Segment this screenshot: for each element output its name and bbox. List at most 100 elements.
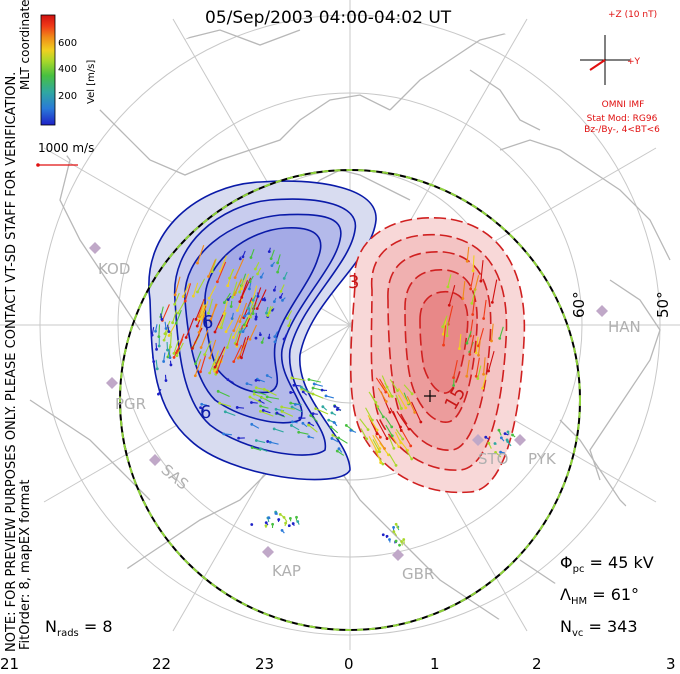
velocity-vector-origin <box>401 437 405 441</box>
velocity-vector-origin <box>152 360 156 364</box>
velocity-vector <box>483 299 487 319</box>
velocity-vector-origin <box>264 521 268 525</box>
velocity-vector <box>168 349 171 358</box>
velocity-vector <box>202 301 209 318</box>
velocity-vector-origin <box>240 287 244 291</box>
velocity-vector <box>184 283 192 302</box>
velocity-vector <box>174 292 180 305</box>
velocity-vector-origin <box>274 407 278 411</box>
velocity-vector <box>291 406 303 413</box>
velocity-vector <box>199 353 207 372</box>
velocity-vector-origin <box>406 401 410 405</box>
velocity-vector-origin <box>465 341 469 345</box>
preview-note: NOTE: FOR PREVIEW PURPOSES ONLY. PLEASE … <box>4 71 19 652</box>
velocity-vector-origin <box>385 437 389 440</box>
velocity-vector <box>249 324 257 340</box>
velocity-vector <box>182 282 190 297</box>
velocity-vector <box>195 351 202 365</box>
velocity-vector <box>236 325 244 345</box>
velocity-vector-origin <box>413 410 417 414</box>
velocity-vector-origin <box>273 335 277 339</box>
radar-markers <box>89 242 608 561</box>
velocity-vector-origin <box>498 336 502 340</box>
velocity-vector-origin <box>254 317 258 321</box>
velocity-vector-origin <box>245 382 249 386</box>
velocity-vector <box>239 280 248 302</box>
velocity-vector <box>377 387 387 402</box>
velocity-vector-origin <box>237 436 241 440</box>
velocity-vector-origin <box>479 279 483 283</box>
velocity-vector <box>248 301 255 314</box>
velocity-vector-origin <box>243 314 247 318</box>
velocity-vector-origin <box>252 392 256 396</box>
velocity-vector-origin <box>252 389 256 393</box>
velocity-vector-origin <box>277 518 281 521</box>
velocity-vector <box>490 323 494 342</box>
velocity-vector-origin <box>312 382 316 386</box>
velocity-vector-origin <box>276 261 280 265</box>
velocity-vector <box>200 304 206 320</box>
velocity-vector-origin <box>320 388 324 392</box>
velocity-vector <box>403 384 413 395</box>
dusk-cell-negative <box>148 180 377 481</box>
velocity-vector-origin <box>392 530 396 533</box>
velocity-vector-origin <box>217 325 221 329</box>
velocity-vector-origin <box>258 333 262 337</box>
velocity-vector-origin <box>291 420 294 424</box>
velocity-vector <box>458 334 462 349</box>
velocity-vector <box>270 441 279 445</box>
velocity-vector <box>239 302 248 322</box>
velocity-vector-origin <box>385 534 389 538</box>
velocity-vector-origin <box>274 512 278 515</box>
velocity-vector <box>161 304 170 321</box>
velocity-vector-origin <box>490 339 493 343</box>
velocity-vector-origin <box>441 325 445 329</box>
velocity-vector <box>260 410 274 417</box>
velocity-vector-origin <box>390 434 394 438</box>
velocity-vector <box>443 325 447 346</box>
velocity-vector <box>374 446 382 463</box>
velocity-vector <box>301 386 310 393</box>
velocity-vector <box>256 387 269 392</box>
velocity-vector <box>385 424 393 437</box>
velocity-vector-origin <box>388 410 392 414</box>
velocity-vector-origin <box>208 371 212 375</box>
velocity-vector <box>243 317 249 326</box>
velocity-vector <box>164 320 171 334</box>
velocity-vector-origin <box>173 293 177 297</box>
velocity-vector-origin <box>381 462 385 466</box>
velocity-vector-origin <box>251 298 255 302</box>
velocity-vector-origin <box>247 311 251 315</box>
velocity-vector-origin <box>250 446 254 450</box>
velocity-vector <box>233 279 243 295</box>
velocity-vector-origin <box>157 392 160 396</box>
velocity-vector-origin <box>285 316 289 320</box>
velocity-vector-origin <box>195 324 199 328</box>
velocity-vector <box>250 249 255 258</box>
velocity-vector <box>291 377 306 381</box>
velocity-vector-origin <box>499 450 502 454</box>
velocity-vector-origin <box>259 409 262 413</box>
velocity-vector-origin <box>284 521 288 525</box>
velocity-vector-origin <box>191 346 194 350</box>
velocity-vector <box>214 346 226 368</box>
velocity-vector <box>359 418 369 430</box>
velocity-vector-origin <box>465 259 469 263</box>
velocity-vector <box>209 358 217 374</box>
velocity-vector <box>198 313 206 333</box>
fit-order-note: FitOrder: 8, mapEX format <box>18 479 33 650</box>
velocity-vector-origin <box>155 347 158 351</box>
velocity-vector-origin <box>301 390 305 394</box>
velocity-vector-origin <box>441 332 445 336</box>
colorbar-tick-200: 200 <box>58 91 78 102</box>
velocity-vector <box>200 329 209 348</box>
velocity-vector-origin <box>168 356 172 360</box>
velocity-vector-origin <box>226 284 230 288</box>
velocity-vector <box>231 281 238 298</box>
velocity-vector <box>191 327 203 349</box>
velocity-vector-origin <box>309 414 313 417</box>
velocity-vector <box>256 439 266 444</box>
velocity-vector-origin <box>216 389 220 393</box>
velocity-vector <box>471 288 477 304</box>
velocity-vector-origin <box>400 407 403 410</box>
